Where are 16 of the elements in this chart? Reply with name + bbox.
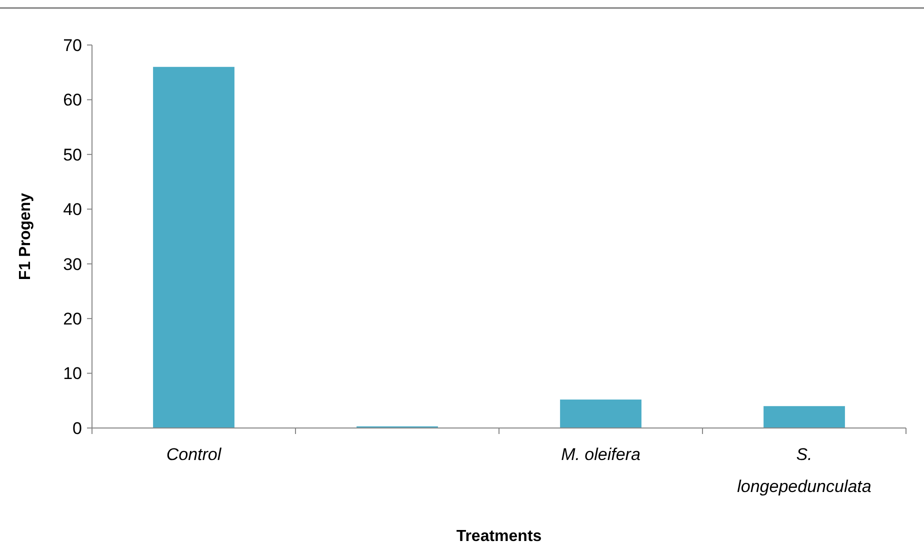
y-axis-title: F1 Progeny — [17, 192, 34, 280]
x-tick-label: M. oleifera — [561, 445, 640, 464]
bar — [764, 406, 845, 428]
y-tick-label: 50 — [63, 145, 82, 164]
x-tick-label: S. longepedunculata — [737, 445, 872, 496]
y-tick-label: 0 — [72, 418, 82, 438]
y-tick-label: 10 — [63, 364, 82, 384]
y-tick-label: 20 — [63, 310, 82, 329]
x-axis-title: Treatments — [456, 528, 542, 545]
y-tick-label: 60 — [63, 90, 82, 110]
y-tick-label: 30 — [63, 254, 82, 274]
y-tick-label: 70 — [63, 36, 82, 55]
x-tick-label: Control — [166, 445, 222, 464]
bar — [560, 400, 642, 428]
y-tick-label: 40 — [63, 200, 82, 220]
bar — [153, 66, 234, 428]
